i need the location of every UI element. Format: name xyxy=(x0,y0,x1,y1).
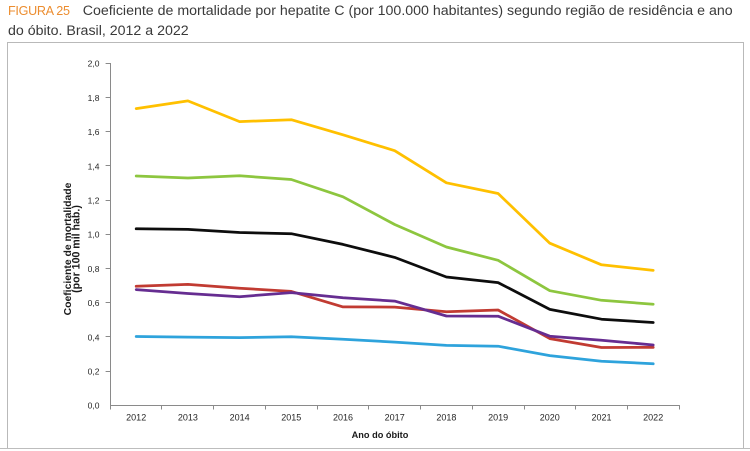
svg-text:2017: 2017 xyxy=(385,413,405,423)
svg-text:2012: 2012 xyxy=(126,413,146,423)
svg-text:0,0: 0,0 xyxy=(88,401,100,411)
svg-text:Coeficiente de mortalidade: Coeficiente de mortalidade xyxy=(63,182,74,315)
svg-text:2,0: 2,0 xyxy=(88,59,100,69)
svg-text:2020: 2020 xyxy=(540,413,560,423)
svg-text:2015: 2015 xyxy=(281,413,301,423)
svg-text:(por 100 mil hab.): (por 100 mil hab.) xyxy=(71,205,83,293)
svg-text:0,2: 0,2 xyxy=(88,367,100,377)
svg-text:1,6: 1,6 xyxy=(88,127,100,137)
svg-text:2021: 2021 xyxy=(591,413,611,423)
svg-text:1,2: 1,2 xyxy=(88,196,100,206)
svg-text:2016: 2016 xyxy=(333,413,353,423)
svg-text:1,4: 1,4 xyxy=(88,161,100,171)
svg-text:2014: 2014 xyxy=(230,413,250,423)
svg-text:1,0: 1,0 xyxy=(88,230,100,240)
svg-text:2019: 2019 xyxy=(488,413,508,423)
svg-text:2018: 2018 xyxy=(436,413,456,423)
svg-text:0,8: 0,8 xyxy=(88,264,100,274)
svg-text:0,4: 0,4 xyxy=(88,332,100,342)
svg-text:Ano do óbito: Ano do óbito xyxy=(352,430,409,440)
svg-text:2022: 2022 xyxy=(643,413,663,423)
svg-text:1,8: 1,8 xyxy=(88,93,100,103)
svg-text:0,6: 0,6 xyxy=(88,298,100,308)
svg-text:2013: 2013 xyxy=(178,413,198,423)
